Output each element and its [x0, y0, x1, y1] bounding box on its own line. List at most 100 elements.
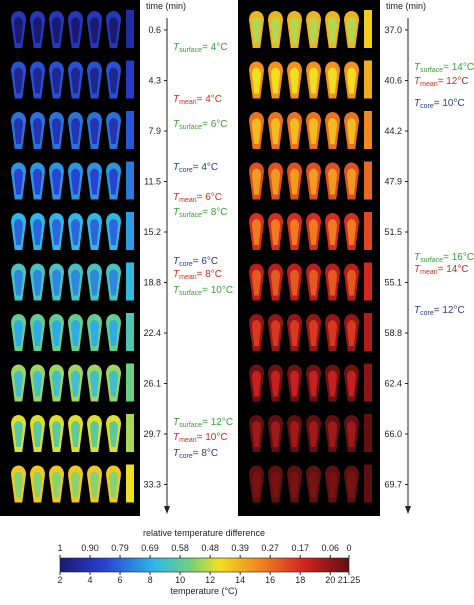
annotation-subscript: surface [420, 67, 443, 74]
sample-core [52, 471, 61, 498]
sample-core [71, 320, 80, 346]
thermal-sample [106, 112, 121, 149]
sample-core [347, 370, 356, 397]
time-label: 37.0 [384, 25, 402, 35]
thermal-sample [287, 112, 302, 149]
sample-core [90, 168, 99, 195]
thermal-sample [68, 415, 83, 452]
sample-core [109, 421, 118, 447]
thermal-sample [11, 314, 26, 351]
thermal-sample [344, 61, 359, 99]
annotation-value: = 8°C [202, 207, 227, 218]
sample-core [290, 219, 299, 245]
reference-strip [364, 262, 372, 301]
sample-core [52, 269, 61, 296]
thermal-sample [268, 11, 283, 48]
thermal-sample [287, 162, 302, 200]
thermal-sample [344, 364, 359, 402]
thermal-sample [268, 112, 283, 149]
relative-label: 0.27 [261, 543, 279, 553]
reference-strip [126, 363, 134, 402]
annotation-value: = 4°C [202, 42, 227, 53]
thermal-sample [325, 162, 340, 200]
sample-core [33, 421, 42, 447]
thermal-sample [287, 263, 302, 301]
annotation-value: = 14°C [438, 264, 469, 275]
annotation: Tcore= 8°C [173, 448, 218, 460]
reference-strip [126, 111, 134, 149]
sample-core [14, 17, 23, 43]
annotation-subscript: core [179, 261, 193, 268]
thermal-sample [87, 162, 102, 200]
annotation: Tmean= 8°C [173, 269, 222, 281]
thermal-sample [49, 162, 64, 200]
thermal-sample [87, 263, 102, 301]
annotation: Tmean= 10°C [173, 432, 228, 444]
sample-core [328, 320, 337, 346]
time-label: 11.5 [144, 177, 161, 187]
sample-core [309, 118, 318, 144]
temperature-label: 10 [175, 575, 185, 585]
temperature-label: 2 [57, 575, 62, 585]
time-label: 66.0 [384, 429, 402, 439]
sample-core [271, 471, 280, 498]
sample-core [328, 17, 337, 43]
sample-core [14, 421, 23, 447]
sample-core [14, 370, 23, 397]
sample-core [347, 219, 356, 245]
thermal-sample [30, 213, 45, 250]
sample-core [271, 17, 280, 43]
thermal-sample [30, 162, 45, 200]
time-label: 22.4 [143, 328, 161, 338]
sample-core [109, 219, 118, 245]
annotation-subscript: core [420, 103, 434, 110]
sample-core [252, 118, 261, 144]
thermal-sample [249, 465, 264, 503]
sample-core [347, 118, 356, 144]
thermal-sample [325, 415, 340, 452]
reference-strip [126, 313, 134, 351]
annotation-value: = 16°C [443, 252, 474, 263]
reference-strip [364, 111, 372, 149]
sample-core [347, 421, 356, 447]
sample-core [90, 269, 99, 296]
colorbar [59, 557, 350, 573]
annotation: Tcore= 10°C [414, 98, 465, 110]
thermal-sample [306, 415, 321, 452]
sample-core [328, 168, 337, 195]
thermal-sample [49, 263, 64, 301]
sample-core [347, 67, 356, 94]
time-label: 0.6 [148, 25, 161, 35]
thermal-sample [30, 61, 45, 99]
annotation-value: = 10°C [434, 98, 465, 109]
time-label: 62.4 [384, 379, 402, 389]
thermal-sample [249, 11, 264, 48]
sample-core [71, 219, 80, 245]
annotation-subscript: surface [179, 422, 202, 429]
sample-core [71, 269, 80, 296]
time-label: 47.9 [384, 177, 402, 187]
annotation-subscript: surface [420, 257, 443, 264]
sample-core [14, 269, 23, 296]
reference-strip [126, 161, 134, 200]
sample-core [90, 17, 99, 43]
thermal-sample [306, 314, 321, 351]
relative-label: 0.58 [171, 543, 189, 553]
reference-strip [126, 212, 134, 250]
thermal-sample [268, 213, 283, 250]
sample-core [71, 421, 80, 447]
annotation-symbol: T [173, 94, 180, 105]
annotation-symbol: T [173, 285, 180, 296]
annotation-symbol: T [414, 264, 421, 275]
annotation-subscript: mean [179, 437, 197, 444]
sample-core [271, 421, 280, 447]
annotation-symbol: T [173, 256, 180, 267]
annotation: Tcore= 6°C [173, 256, 218, 268]
thermal-sample [11, 465, 26, 503]
annotation-value: = 6°C [197, 192, 222, 203]
sample-core [14, 320, 23, 346]
annotation: Tsurface= 16°C [414, 252, 474, 264]
annotation-subscript: surface [179, 124, 202, 131]
sample-core [252, 421, 261, 447]
thermal-sample [49, 364, 64, 402]
